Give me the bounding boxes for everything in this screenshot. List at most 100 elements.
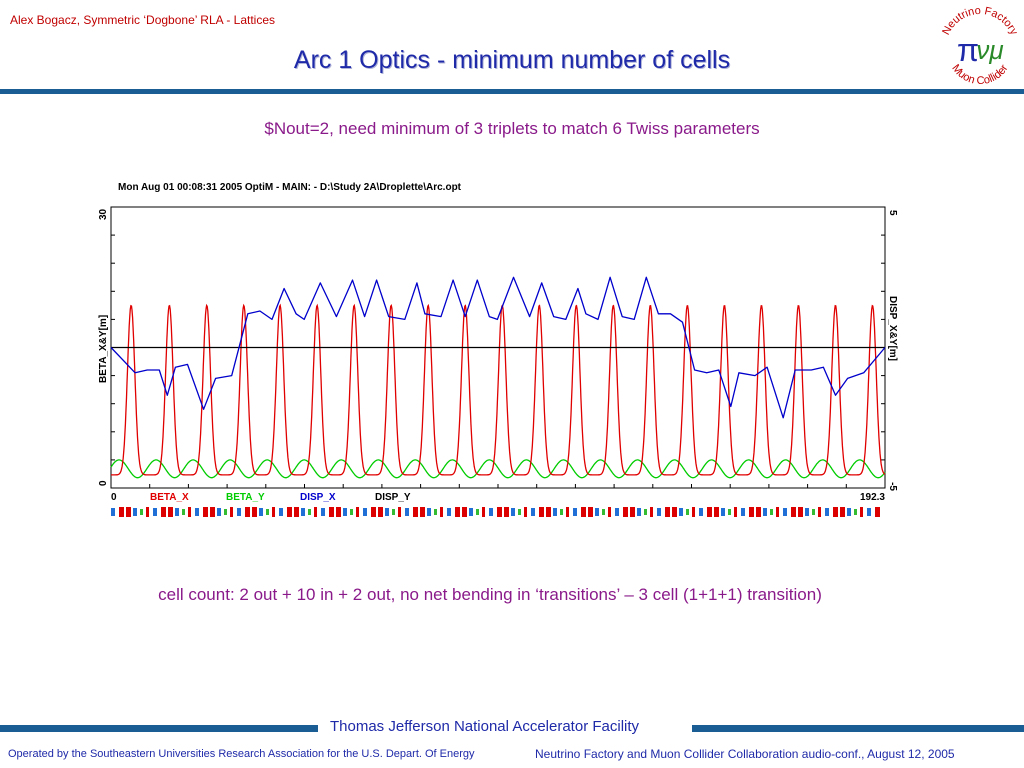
lattice-element xyxy=(595,508,599,516)
legend-beta-y: BETA_Y xyxy=(226,492,265,503)
lattice-element xyxy=(217,508,221,516)
lattice-element xyxy=(482,507,485,517)
lattice-element xyxy=(581,507,586,517)
footer-bar-left xyxy=(0,725,318,732)
lattice-element xyxy=(776,507,779,517)
series-beta-x xyxy=(111,303,886,476)
lattice-element xyxy=(133,508,137,516)
lattice-element xyxy=(294,507,299,517)
lattice-element xyxy=(637,508,641,516)
y-left-axis-label: BETA_X&Y[m] xyxy=(98,315,109,383)
optics-plot: Mon Aug 01 00:08:31 2005 OptiM - MAIN: -… xyxy=(98,182,898,517)
lattice-element xyxy=(573,508,577,516)
lattice-element xyxy=(875,507,880,517)
lattice-element xyxy=(553,508,557,516)
lattice-element xyxy=(524,507,527,517)
lattice-element xyxy=(672,507,677,517)
lattice-element xyxy=(840,507,845,517)
lattice-element xyxy=(531,508,535,516)
lattice-element xyxy=(511,508,515,516)
lattice-element xyxy=(566,507,569,517)
lattice-element xyxy=(560,509,563,515)
lattice-element xyxy=(504,507,509,517)
slide-caption: cell count: 2 out + 10 in + 2 out, no ne… xyxy=(158,585,822,604)
lattice-element xyxy=(427,508,431,516)
y-right-axis-label: DISP_X&Y[m] xyxy=(887,296,898,361)
lattice-element xyxy=(455,507,460,517)
lattice-element xyxy=(657,508,661,516)
lattice-element xyxy=(749,507,754,517)
lattice-element xyxy=(350,509,353,515)
lattice-element xyxy=(812,509,815,515)
y-right-tick-label-min: -5 xyxy=(887,482,898,491)
logo-letters: νμ xyxy=(976,35,1003,65)
lattice-element xyxy=(440,507,443,517)
y-left-tick-label-max: 30 xyxy=(98,208,109,220)
lattice-element xyxy=(825,508,829,516)
lattice-element xyxy=(734,507,737,517)
plot-ticks xyxy=(110,206,886,489)
lattice-element xyxy=(168,507,173,517)
lattice-element xyxy=(146,507,149,517)
lattice-element xyxy=(630,507,635,517)
lattice-element xyxy=(818,507,821,517)
lattice-element xyxy=(245,507,250,517)
logo-pi-symbol: π xyxy=(957,32,979,68)
lattice-element xyxy=(833,507,838,517)
neutrino-factory-logo: Neutrino Factory Muon Collider π νμ xyxy=(940,5,1020,87)
lattice-element xyxy=(420,507,425,517)
lattice-element xyxy=(329,507,334,517)
lattice-element xyxy=(644,509,647,515)
lattice-element xyxy=(371,507,376,517)
plot-header: Mon Aug 01 00:08:31 2005 OptiM - MAIN: -… xyxy=(118,182,462,193)
slide-title: Arc 1 Optics - minimum number of cells xyxy=(293,46,731,74)
legend-disp-y: DISP_Y xyxy=(375,492,411,503)
lattice-element xyxy=(728,509,731,515)
x-tick-label-max: 192.3 xyxy=(860,492,885,503)
lattice-element xyxy=(602,509,605,515)
lattice-element xyxy=(714,507,719,517)
lattice-element xyxy=(111,508,115,516)
lattice-element xyxy=(203,507,208,517)
lattice-element xyxy=(413,507,418,517)
lattice-element xyxy=(378,507,383,517)
lattice-element xyxy=(791,507,796,517)
author-line: Alex Bogacz, Symmetric ‘Dogbone’ RLA - L… xyxy=(10,13,276,27)
lattice-element xyxy=(546,507,551,517)
logo-top-text: Neutrino Factory xyxy=(940,5,1020,37)
lattice-element xyxy=(321,508,325,516)
lattice-element xyxy=(405,508,409,516)
lattice-element xyxy=(175,508,179,516)
lattice-element xyxy=(707,507,712,517)
footer-bar-right xyxy=(692,725,1024,732)
footer-event: Neutrino Factory and Muon Collider Colla… xyxy=(535,747,955,761)
lattice-element xyxy=(623,507,628,517)
lattice-element xyxy=(798,507,803,517)
series-beta-y xyxy=(110,459,886,479)
lattice-element xyxy=(252,507,257,517)
legend-beta-x: BETA_X xyxy=(150,492,189,503)
lattice-element xyxy=(783,508,787,516)
y-right-tick-label-max: 5 xyxy=(887,210,898,216)
lattice-element xyxy=(230,507,233,517)
lattice-element xyxy=(763,508,767,516)
slide-subtitle: $Nout=2, need minimum of 3 triplets to m… xyxy=(264,119,760,138)
lattice-element xyxy=(153,508,157,516)
legend-disp-x: DISP_X xyxy=(300,492,336,503)
lattice-element xyxy=(161,507,166,517)
lattice-element xyxy=(266,509,269,515)
x-tick-label-min: 0 xyxy=(111,492,117,503)
lattice-element xyxy=(188,507,191,517)
lattice-element xyxy=(210,507,215,517)
lattice-element xyxy=(741,508,745,516)
lattice-element xyxy=(462,507,467,517)
lattice-element xyxy=(336,507,341,517)
lattice-element xyxy=(692,507,695,517)
footer-lab-name: Thomas Jefferson National Accelerator Fa… xyxy=(330,718,640,735)
lattice-element xyxy=(224,509,227,515)
lattice-element xyxy=(363,508,367,516)
lattice-element xyxy=(259,508,263,516)
footer-operator: Operated by the Southeastern Universitie… xyxy=(8,748,475,760)
lattice-element xyxy=(770,509,773,515)
lattice-element xyxy=(679,508,683,516)
